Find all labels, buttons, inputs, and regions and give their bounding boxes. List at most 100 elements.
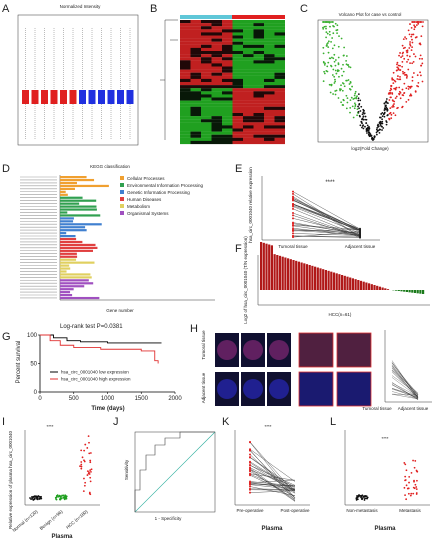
decor <box>274 91 285 95</box>
decor <box>211 103 222 107</box>
decor <box>64 494 67 497</box>
decor <box>391 370 419 396</box>
decor <box>391 93 394 95</box>
legend-label: Cellular Processes <box>127 176 165 181</box>
decor <box>190 29 201 33</box>
decor <box>404 73 407 76</box>
decor <box>222 97 233 101</box>
decor <box>253 72 264 76</box>
x-tick-label: 1500 <box>135 396 149 402</box>
decor <box>324 270 327 290</box>
decor <box>190 91 201 95</box>
x-label: log2(Fold Change) <box>351 146 389 151</box>
decor <box>397 290 400 291</box>
decor <box>341 89 344 92</box>
decor <box>253 78 264 83</box>
decor <box>211 78 222 83</box>
decor <box>243 91 254 95</box>
decor <box>391 362 419 398</box>
decor <box>190 23 201 27</box>
decor <box>232 57 243 61</box>
decor <box>232 100 243 104</box>
decor <box>249 475 296 497</box>
decor <box>358 107 360 110</box>
decor <box>274 134 285 138</box>
decor <box>253 35 264 39</box>
category: Adjacent tissue <box>345 244 376 249</box>
decor <box>201 57 212 61</box>
decor <box>232 23 243 27</box>
decor <box>327 270 330 290</box>
category: Non-metastasis <box>346 508 378 513</box>
decor <box>292 218 361 235</box>
decor <box>346 97 349 99</box>
decor <box>222 29 233 33</box>
decor <box>333 60 336 63</box>
decor <box>274 100 285 104</box>
decor <box>367 126 370 129</box>
decor <box>292 212 361 237</box>
significance: **** <box>264 424 271 429</box>
decor <box>180 57 191 61</box>
decor <box>414 55 417 58</box>
decor <box>417 81 420 84</box>
decor <box>373 285 376 290</box>
decor <box>416 290 419 294</box>
legend-label: Human Diseases <box>127 197 162 202</box>
decor <box>356 114 358 117</box>
decor <box>60 276 92 279</box>
decor <box>274 20 285 24</box>
decor <box>273 254 276 290</box>
decor <box>340 67 343 70</box>
decor <box>276 255 279 290</box>
decor <box>264 125 275 129</box>
decor <box>59 498 62 501</box>
decor <box>232 69 243 73</box>
decor <box>249 454 296 499</box>
decor <box>264 137 275 141</box>
decor <box>160 19 178 140</box>
decor <box>30 496 33 498</box>
decor <box>180 88 191 92</box>
decor <box>84 481 87 484</box>
decor <box>274 66 285 70</box>
decor <box>332 272 336 290</box>
decor <box>358 494 361 497</box>
decor <box>249 461 296 490</box>
decor <box>392 104 394 107</box>
decor <box>407 88 410 90</box>
x-label: Time (days) <box>91 406 124 412</box>
decor <box>343 85 346 88</box>
decor <box>253 122 264 126</box>
decor <box>232 60 243 64</box>
decor <box>253 69 264 73</box>
decor <box>327 42 329 44</box>
decor <box>36 498 39 501</box>
decor <box>222 63 233 67</box>
decor <box>83 460 86 463</box>
decor <box>292 228 361 236</box>
decor <box>60 190 66 193</box>
decor <box>415 486 418 488</box>
decor <box>404 475 407 478</box>
legend-label: Organismal Systems <box>127 211 169 216</box>
decor <box>367 133 370 136</box>
decor <box>253 51 264 55</box>
decor <box>274 44 285 48</box>
decor <box>356 95 358 98</box>
decor <box>338 274 341 290</box>
decor <box>292 202 294 205</box>
decor <box>328 21 331 23</box>
decor <box>264 69 275 73</box>
decor <box>264 38 275 42</box>
decor <box>337 45 340 48</box>
decor <box>292 225 361 236</box>
x-tick-label: 0 <box>38 396 42 402</box>
decor <box>180 69 191 73</box>
panel-label: J <box>113 416 119 428</box>
decor <box>412 72 415 74</box>
decor <box>354 279 357 290</box>
decor <box>264 85 275 89</box>
decor <box>232 26 243 30</box>
decor <box>232 113 243 117</box>
